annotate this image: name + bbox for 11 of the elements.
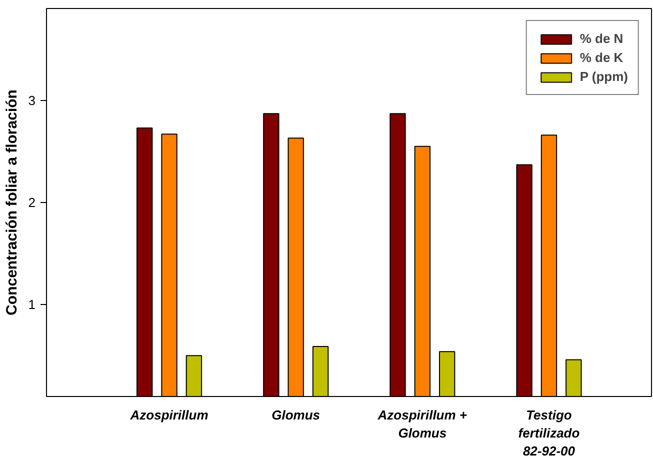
x-tick-label: Azospirillum <box>129 408 209 422</box>
legend-label: % de N <box>580 31 624 46</box>
x-tick-label: Azospirillum + Glomus <box>376 408 468 440</box>
y-tick-label: 1 <box>28 297 36 312</box>
y-tick-label: 2 <box>28 195 36 210</box>
legend-label: P (ppm) <box>580 69 628 84</box>
y-tick-label: 3 <box>28 92 36 108</box>
y-axis-title: Concentración foliar a floración <box>3 90 20 316</box>
x-tick-label: Glomus <box>272 408 320 422</box>
x-tick-label: Testigo fertilizado 82-92-00 <box>518 408 580 458</box>
legend-label: % de K <box>580 50 624 65</box>
